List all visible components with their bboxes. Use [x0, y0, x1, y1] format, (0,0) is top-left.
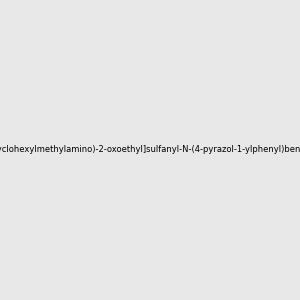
- Text: 2-[2-(cyclohexylmethylamino)-2-oxoethyl]sulfanyl-N-(4-pyrazol-1-ylphenyl)benzami: 2-[2-(cyclohexylmethylamino)-2-oxoethyl]…: [0, 146, 300, 154]
